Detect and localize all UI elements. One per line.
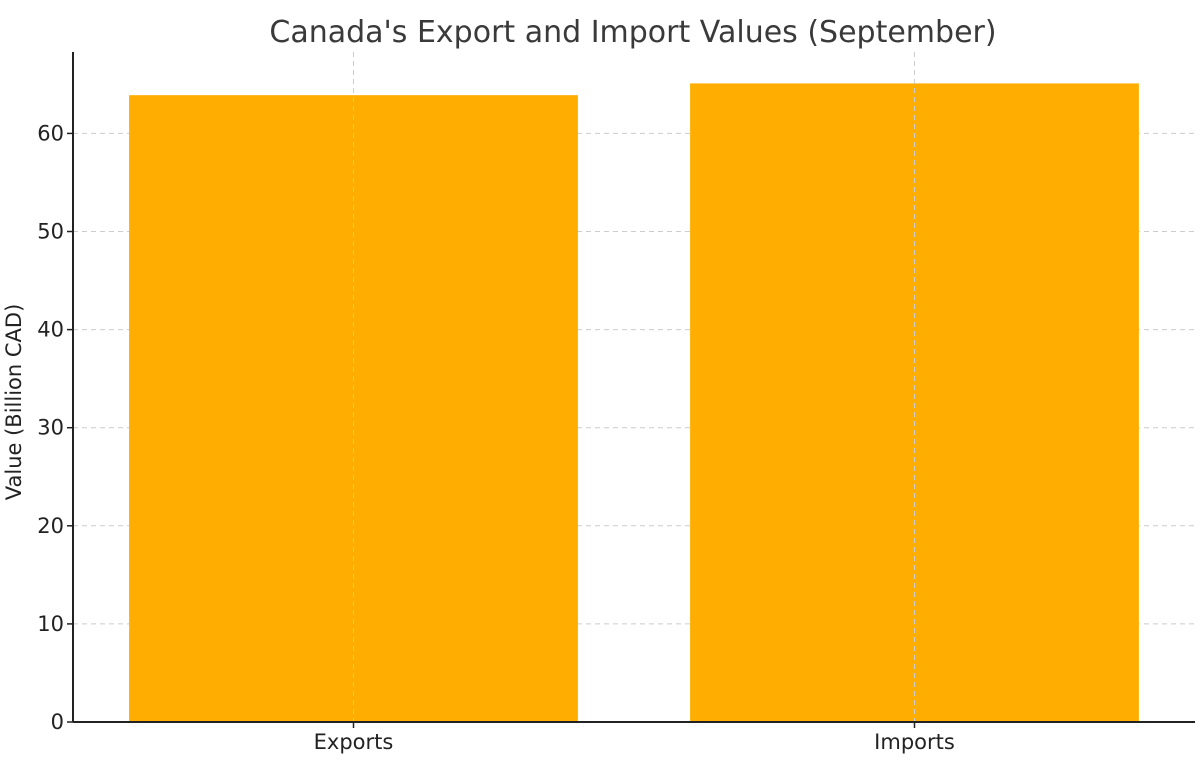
y-tick-label: 60	[37, 121, 64, 145]
bars	[129, 83, 1139, 722]
y-tick-label: 50	[37, 220, 64, 244]
axes	[67, 52, 1195, 728]
x-tick-label: Imports	[874, 730, 955, 754]
y-axis-label: Value (Billion CAD)	[2, 304, 26, 501]
y-tick-label: 10	[37, 612, 64, 636]
y-tick-label: 40	[37, 318, 64, 342]
grid-lines	[73, 132, 1195, 625]
y-tick-label: 30	[37, 416, 64, 440]
y-tick-label: 0	[51, 710, 64, 734]
vertical-grid-lines	[353, 52, 915, 722]
y-tick-label: 20	[37, 514, 64, 538]
chart-title: Canada's Export and Import Values (Septe…	[269, 15, 996, 50]
x-tick-label: Exports	[314, 730, 394, 754]
tick-labels: 0 10 20 30 40 50 60 Exports Imports	[37, 121, 955, 754]
